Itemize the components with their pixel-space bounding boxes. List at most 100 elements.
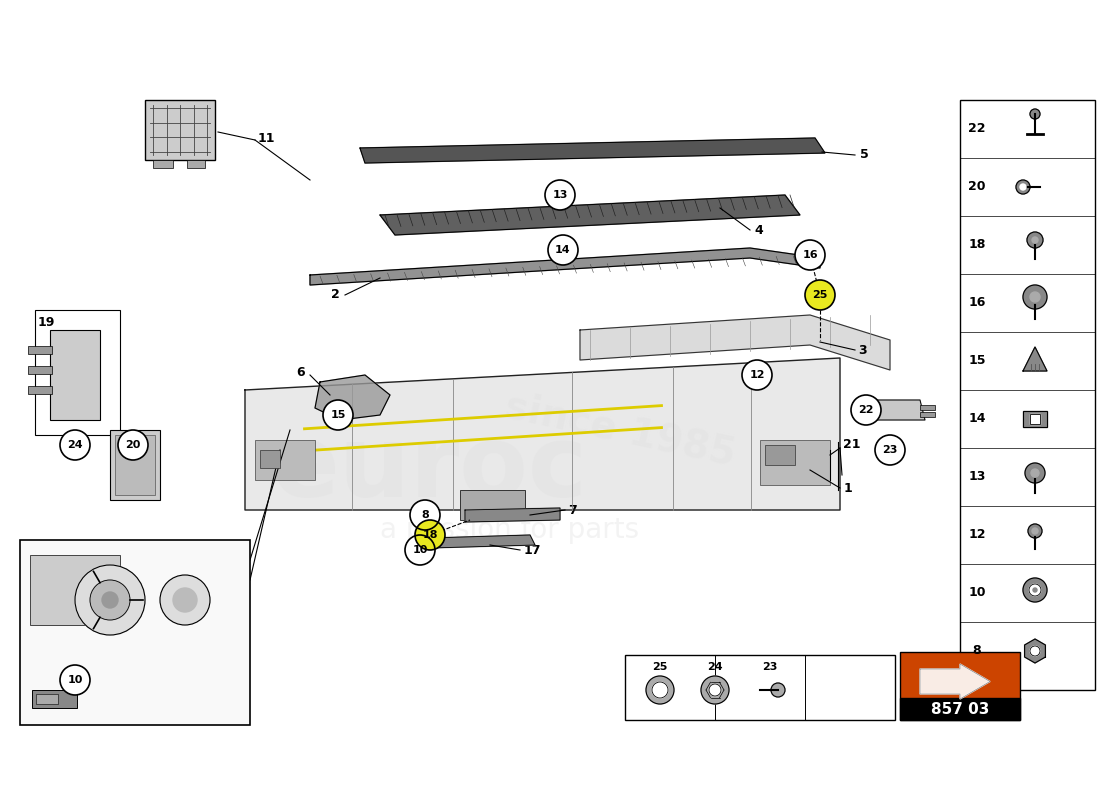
Text: 10: 10 bbox=[968, 586, 986, 599]
Text: euroc: euroc bbox=[272, 422, 588, 518]
Text: since 1985: since 1985 bbox=[502, 387, 739, 473]
Text: 25: 25 bbox=[652, 662, 668, 672]
Bar bbox=[30, 555, 120, 625]
Text: 3: 3 bbox=[858, 343, 867, 357]
Bar bbox=[1030, 414, 1040, 424]
Bar bbox=[960, 100, 1094, 690]
Circle shape bbox=[1030, 109, 1040, 119]
Text: 11: 11 bbox=[258, 131, 275, 145]
Bar bbox=[255, 440, 315, 480]
Circle shape bbox=[1027, 232, 1043, 248]
Text: 16: 16 bbox=[802, 250, 817, 260]
Circle shape bbox=[90, 580, 130, 620]
Bar bbox=[28, 366, 52, 374]
Circle shape bbox=[874, 435, 905, 465]
Circle shape bbox=[1030, 292, 1040, 302]
Text: 22: 22 bbox=[858, 405, 873, 415]
Circle shape bbox=[323, 400, 353, 430]
Bar bbox=[260, 450, 280, 468]
Bar bbox=[28, 386, 52, 394]
Text: 18: 18 bbox=[968, 238, 986, 251]
Circle shape bbox=[1028, 524, 1042, 538]
Text: 2: 2 bbox=[331, 289, 340, 302]
Circle shape bbox=[652, 682, 668, 698]
Bar bbox=[36, 694, 58, 704]
Text: 8: 8 bbox=[972, 645, 981, 658]
Text: 13: 13 bbox=[968, 470, 986, 483]
Circle shape bbox=[701, 676, 729, 704]
Text: a passion for parts: a passion for parts bbox=[381, 516, 639, 544]
Circle shape bbox=[160, 575, 210, 625]
Circle shape bbox=[405, 535, 435, 565]
Text: 1: 1 bbox=[844, 482, 852, 494]
Circle shape bbox=[1023, 285, 1047, 309]
Polygon shape bbox=[465, 508, 560, 522]
Text: 17: 17 bbox=[524, 543, 541, 557]
Circle shape bbox=[1020, 184, 1026, 190]
Bar bbox=[920, 405, 935, 410]
Text: 4: 4 bbox=[754, 223, 762, 237]
Text: 19: 19 bbox=[39, 315, 55, 329]
Text: 13: 13 bbox=[552, 190, 568, 200]
Bar bbox=[187, 160, 205, 168]
Text: 23: 23 bbox=[762, 662, 778, 672]
Circle shape bbox=[742, 360, 772, 390]
Circle shape bbox=[60, 430, 90, 460]
Text: 5: 5 bbox=[860, 149, 869, 162]
Circle shape bbox=[60, 665, 90, 695]
Circle shape bbox=[1032, 237, 1038, 243]
Bar bbox=[1023, 411, 1047, 427]
Text: 18: 18 bbox=[422, 530, 438, 540]
Circle shape bbox=[851, 395, 881, 425]
Circle shape bbox=[548, 235, 578, 265]
Bar bbox=[28, 346, 52, 354]
Circle shape bbox=[1025, 463, 1045, 483]
Text: 21: 21 bbox=[843, 438, 860, 451]
Polygon shape bbox=[920, 664, 990, 699]
Text: 12: 12 bbox=[968, 529, 986, 542]
Bar bbox=[32, 690, 77, 708]
Bar bbox=[110, 430, 160, 500]
Polygon shape bbox=[310, 248, 820, 285]
Bar bbox=[920, 412, 935, 417]
Polygon shape bbox=[1024, 639, 1045, 663]
Bar bbox=[625, 655, 895, 720]
Bar bbox=[50, 330, 100, 420]
Circle shape bbox=[1033, 588, 1037, 592]
Bar bbox=[20, 540, 250, 725]
Bar bbox=[116, 435, 155, 495]
Circle shape bbox=[1023, 578, 1047, 602]
Text: 22: 22 bbox=[968, 122, 986, 135]
Circle shape bbox=[415, 520, 446, 550]
Circle shape bbox=[75, 565, 145, 635]
Circle shape bbox=[118, 430, 148, 460]
Text: 857 03: 857 03 bbox=[931, 702, 989, 717]
Circle shape bbox=[102, 592, 118, 608]
Circle shape bbox=[544, 180, 575, 210]
Polygon shape bbox=[315, 375, 390, 420]
Bar bbox=[1030, 414, 1040, 424]
Text: 24: 24 bbox=[67, 440, 82, 450]
Text: 7: 7 bbox=[568, 503, 576, 517]
Bar bbox=[900, 698, 1020, 720]
Circle shape bbox=[1028, 584, 1041, 596]
Bar bbox=[760, 440, 830, 485]
Polygon shape bbox=[580, 315, 890, 370]
Circle shape bbox=[173, 588, 197, 612]
Circle shape bbox=[410, 500, 440, 530]
Circle shape bbox=[771, 683, 785, 697]
Circle shape bbox=[1031, 469, 1040, 477]
Polygon shape bbox=[1023, 347, 1047, 371]
Text: 14: 14 bbox=[556, 245, 571, 255]
Text: 8: 8 bbox=[421, 510, 429, 520]
Polygon shape bbox=[379, 195, 800, 235]
Text: 16: 16 bbox=[968, 297, 986, 310]
Text: 6: 6 bbox=[296, 366, 305, 379]
Bar bbox=[900, 652, 1020, 720]
Text: 23: 23 bbox=[882, 445, 898, 455]
Bar bbox=[35, 310, 120, 435]
Text: 25: 25 bbox=[812, 290, 827, 300]
Bar bbox=[764, 445, 795, 465]
Text: 20: 20 bbox=[968, 181, 986, 194]
Circle shape bbox=[646, 676, 674, 704]
